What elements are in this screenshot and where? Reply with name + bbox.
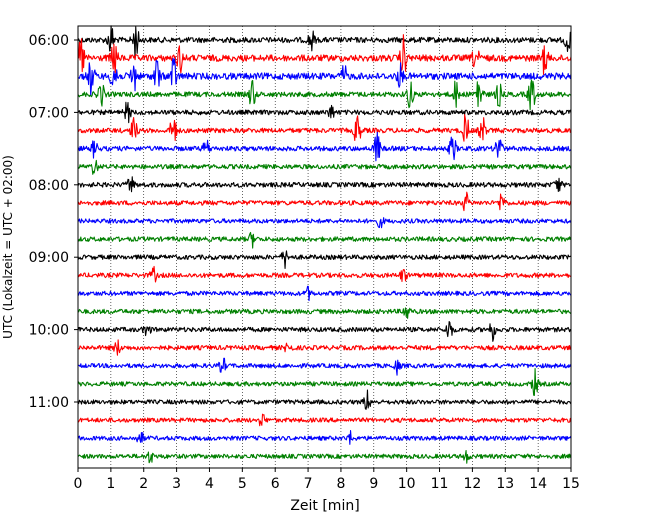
y-tick-label: 10:00 [29, 323, 69, 339]
x-axis-label: Zeit [min] [290, 498, 359, 514]
x-tick-label: 13 [496, 476, 514, 492]
y-tick-label: 06:00 [29, 33, 69, 49]
seismic-trace [77, 413, 572, 427]
plot-frame [77, 25, 572, 469]
x-tick-label: 9 [369, 476, 378, 492]
seismic-trace [77, 339, 572, 356]
seismic-trace [77, 176, 572, 193]
seismic-trace [77, 389, 572, 410]
x-tick-label: 1 [106, 476, 115, 492]
x-tick-label: 14 [529, 476, 547, 492]
x-axis-ticks: 0 1 2 3 4 5 6 7 8 9 10 11 12 13 14 15 [74, 468, 580, 492]
seismic-trace [77, 321, 572, 342]
x-tick-label: 6 [271, 476, 280, 492]
seismic-trace [77, 231, 572, 249]
x-tick-label: 8 [336, 476, 345, 492]
x-tick-label: 0 [74, 476, 83, 492]
y-tick-label: 09:00 [29, 250, 69, 266]
y-tick-label: 07:00 [29, 105, 69, 121]
seismic-trace [77, 307, 572, 319]
seismic-trace [77, 159, 572, 175]
seismic-traces [77, 25, 572, 464]
seismic-trace [77, 285, 572, 302]
seismic-trace [77, 34, 572, 76]
y-tick-label: 08:00 [29, 178, 69, 194]
seismic-trace [77, 368, 572, 396]
seismic-trace [77, 217, 572, 229]
x-tick-label: 3 [172, 476, 181, 492]
seismic-trace [77, 101, 572, 124]
x-tick-label: 15 [562, 476, 580, 492]
seismic-trace [77, 449, 572, 464]
x-tick-label: 11 [431, 476, 449, 492]
seismic-trace [77, 430, 572, 445]
y-axis-ticks: 06:00 07:00 08:00 09:00 10:00 11:00 [29, 33, 78, 411]
x-tick-label: 12 [463, 476, 481, 492]
y-axis-label: UTC (Lokalzeit = UTC + 02:00) [1, 155, 15, 339]
seismic-trace [77, 131, 572, 162]
seismic-trace [77, 265, 572, 283]
x-tick-label: 5 [238, 476, 247, 492]
x-tick-label: 2 [139, 476, 148, 492]
seismic-trace [77, 114, 572, 142]
x-tick-label: 4 [205, 476, 214, 492]
seismic-trace [77, 357, 572, 376]
seismic-trace [77, 250, 572, 269]
seismic-trace [77, 25, 572, 61]
seismic-trace [77, 79, 572, 111]
seismic-trace [77, 57, 572, 97]
x-tick-label: 7 [304, 476, 313, 492]
seismic-trace [77, 191, 572, 212]
x-tick-label: 10 [398, 476, 416, 492]
y-tick-label: 11:00 [29, 395, 69, 411]
